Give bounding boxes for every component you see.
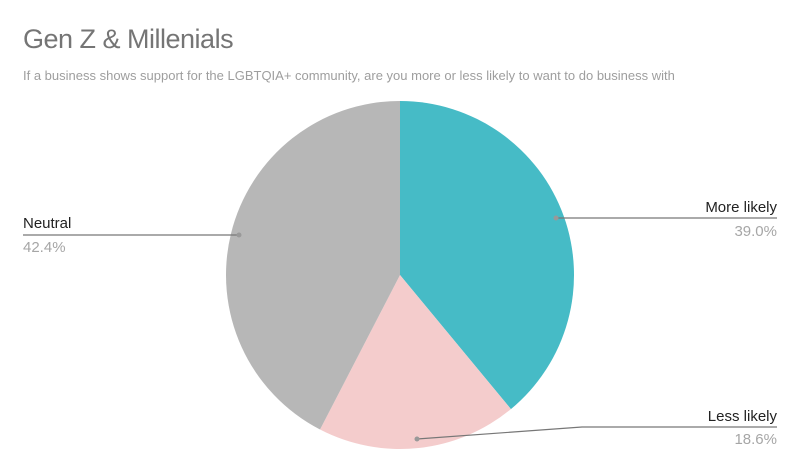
leader-dots <box>236 215 559 442</box>
chart-title: Gen Z & Millenials <box>23 24 234 54</box>
leader-line-less-likely <box>416 426 777 440</box>
label-more-likely: More likely <box>705 199 777 216</box>
label-neutral: Neutral <box>23 215 72 232</box>
leader-lines <box>23 217 777 440</box>
pct-more-likely: 39.0% <box>734 223 777 240</box>
pie-slice-neutral <box>226 101 400 430</box>
chart-subtitle: If a business shows support for the LGBT… <box>23 68 675 83</box>
label-less-likely: Less likely <box>707 408 777 425</box>
pct-neutral: 42.4% <box>23 239 66 256</box>
pie-slices <box>226 101 575 450</box>
pct-less-likely: 18.6% <box>734 431 777 448</box>
pie-slice-more-likely <box>400 101 575 410</box>
pie-slice-less-likely <box>320 275 511 450</box>
